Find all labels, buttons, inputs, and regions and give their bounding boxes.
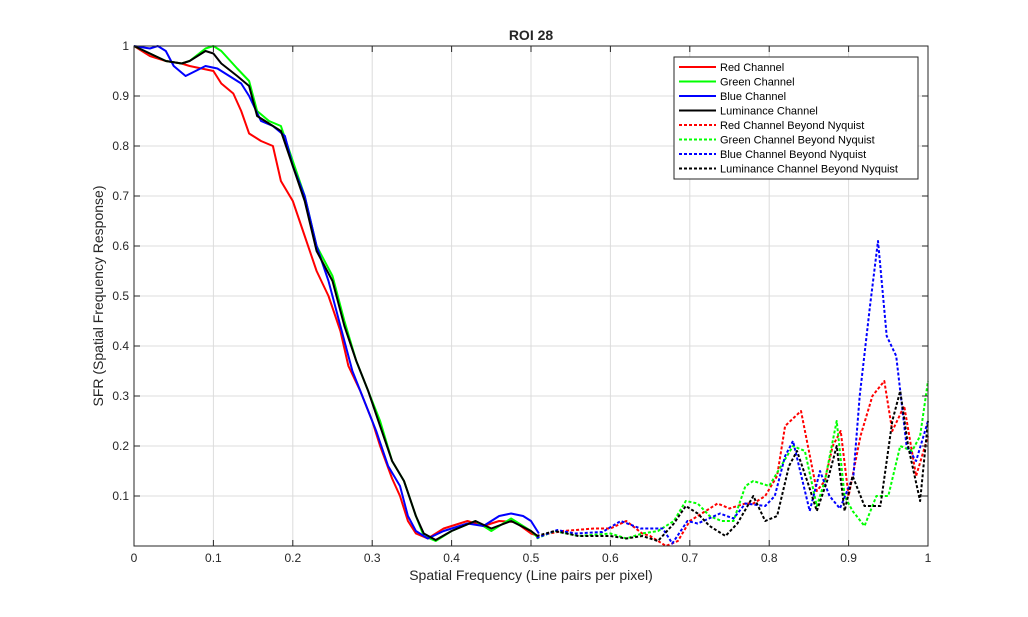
- legend-label: Luminance Channel: [720, 106, 818, 118]
- legend-label: Blue Channel Beyond Nyquist: [720, 149, 866, 161]
- series-line-6: [536, 380, 929, 540]
- y-tick-label: 0.8: [112, 139, 129, 153]
- y-tick-label: 0.7: [112, 189, 129, 203]
- y-tick-label: 0.9: [112, 89, 129, 103]
- legend-label: Blue Channel: [720, 91, 786, 103]
- x-tick-label: 0.8: [761, 551, 778, 565]
- x-tick-label: 0.5: [523, 551, 540, 565]
- series-line-5: [536, 380, 929, 547]
- x-tick-label: 0.1: [205, 551, 222, 565]
- legend-label: Green Channel: [720, 77, 795, 89]
- y-tick-label: 1: [122, 39, 129, 53]
- legend-label: Green Channel Beyond Nyquist: [720, 135, 875, 147]
- x-tick-label: 0.3: [364, 551, 381, 565]
- series-line-4: [133, 45, 540, 541]
- series-line-8: [536, 390, 929, 542]
- x-tick-label: 0: [131, 551, 138, 565]
- x-tick-label: 0.4: [443, 551, 460, 565]
- series-line-7: [536, 240, 929, 545]
- ticks: 0 0.1 0.2 0.3 0.4 0.5 0.6 0.7 0.8 0.9 1 0.1 0.2 0.3 0.…: [112, 39, 931, 565]
- y-tick-label: 0.3: [112, 389, 129, 403]
- y-tick-label: 0.1: [112, 489, 129, 503]
- legend: Red Channel Green Channel Blue Channel Lumi…: [673, 56, 919, 180]
- legend-box: [673, 56, 919, 180]
- series-line-3: [133, 45, 540, 540]
- chart-title: ROI 28: [509, 27, 554, 43]
- y-tick-label: 0.6: [112, 239, 129, 253]
- x-tick-label: 0.6: [602, 551, 619, 565]
- legend-label: Red Channel Beyond Nyquist: [720, 120, 864, 132]
- x-axis-label: Spatial Frequency (Line pairs per pixel): [409, 567, 653, 583]
- y-tick-label: 0.2: [112, 439, 129, 453]
- legend-label: Luminance Channel Beyond Nyquist: [720, 164, 898, 176]
- series-lines: [133, 45, 929, 547]
- series-line-1: [133, 45, 540, 540]
- y-tick-label: 0.5: [112, 289, 129, 303]
- x-tick-label: 0.9: [840, 551, 857, 565]
- x-tick-label: 1: [925, 551, 932, 565]
- x-tick-label: 0.7: [681, 551, 698, 565]
- x-tick-label: 0.2: [284, 551, 301, 565]
- legend-label: Red Channel: [720, 62, 784, 74]
- y-tick-label: 0.4: [112, 339, 129, 353]
- y-axis-label: SFR (Spatial Frequency Response): [90, 186, 106, 407]
